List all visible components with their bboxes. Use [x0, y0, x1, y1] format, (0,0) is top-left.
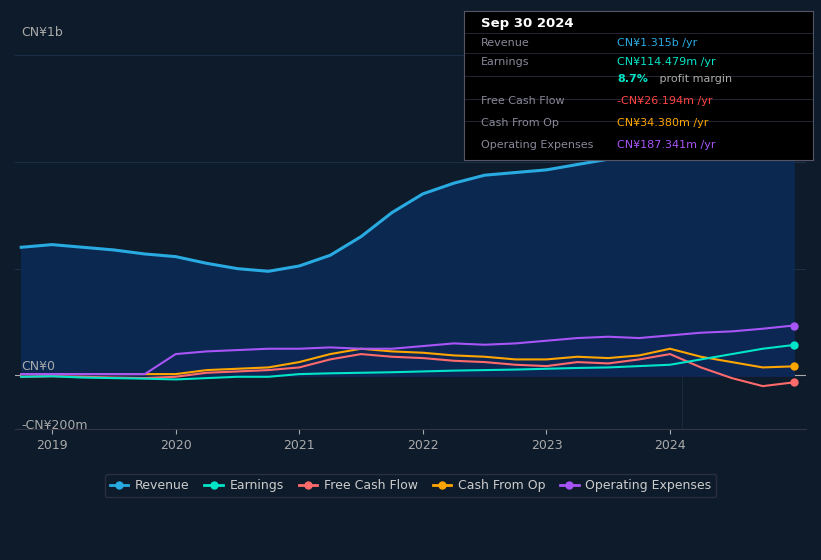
Text: CN¥1.315b /yr: CN¥1.315b /yr: [617, 38, 698, 48]
Text: profit margin: profit margin: [656, 74, 732, 84]
Text: CN¥187.341m /yr: CN¥187.341m /yr: [617, 141, 716, 150]
Text: CN¥114.479m /yr: CN¥114.479m /yr: [617, 57, 716, 67]
Text: Sep 30 2024: Sep 30 2024: [481, 17, 574, 30]
Text: -CN¥26.194m /yr: -CN¥26.194m /yr: [617, 96, 713, 106]
Text: Free Cash Flow: Free Cash Flow: [481, 96, 565, 106]
Legend: Revenue, Earnings, Free Cash Flow, Cash From Op, Operating Expenses: Revenue, Earnings, Free Cash Flow, Cash …: [105, 474, 716, 497]
Text: Operating Expenses: Operating Expenses: [481, 141, 594, 150]
Text: 8.7%: 8.7%: [617, 74, 649, 84]
Text: -CN¥200m: -CN¥200m: [21, 419, 88, 432]
Text: Cash From Op: Cash From Op: [481, 118, 559, 128]
Text: Revenue: Revenue: [481, 38, 530, 48]
Text: Earnings: Earnings: [481, 57, 530, 67]
Text: CN¥1b: CN¥1b: [21, 26, 63, 39]
Text: CN¥34.380m /yr: CN¥34.380m /yr: [617, 118, 709, 128]
Text: CN¥0: CN¥0: [21, 360, 55, 373]
